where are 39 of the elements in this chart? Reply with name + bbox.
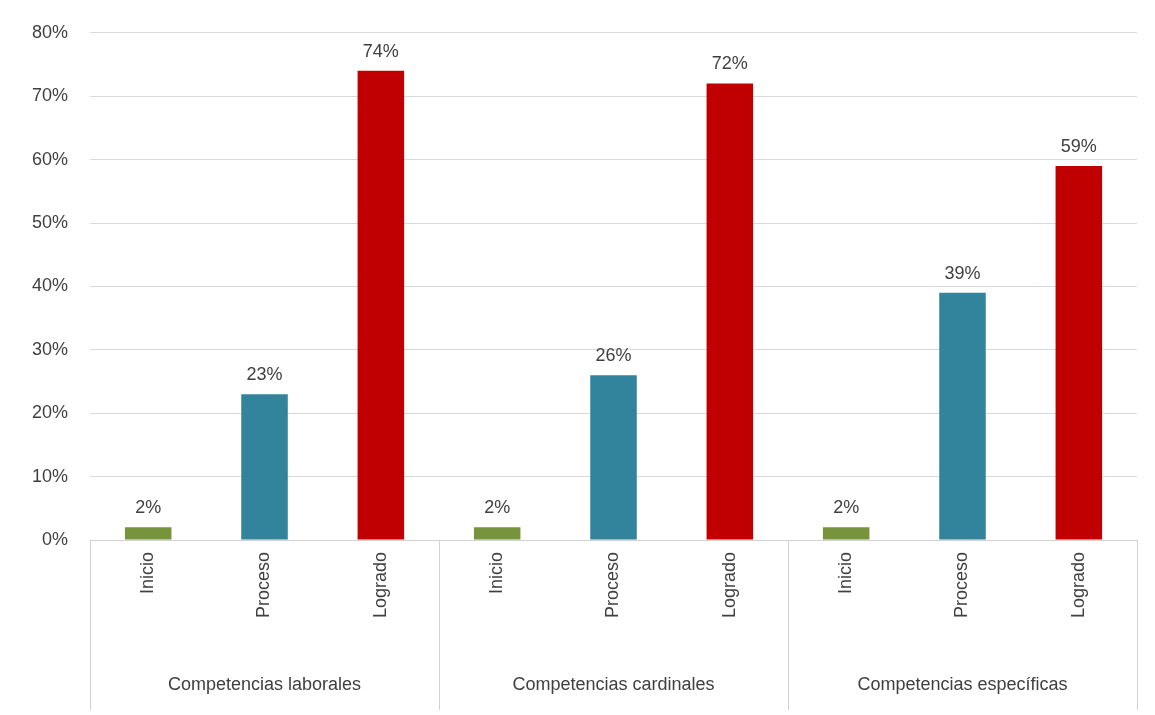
bar bbox=[706, 83, 754, 540]
y-tick-label: 40% bbox=[32, 275, 69, 296]
y-tick-label: 60% bbox=[32, 148, 69, 169]
text: Competencias laborales bbox=[167, 673, 362, 694]
text: Competencias cardinales bbox=[512, 673, 715, 694]
bar bbox=[939, 292, 986, 540]
x-tick-label: Proceso bbox=[951, 552, 972, 619]
text: Competencias específicas bbox=[857, 673, 1068, 694]
bar bbox=[1055, 165, 1103, 540]
bar bbox=[357, 70, 405, 540]
x-tick-label: Proceso bbox=[602, 552, 623, 619]
data-label: 23% bbox=[246, 364, 283, 385]
y-tick-label: 70% bbox=[32, 85, 69, 106]
x-tick-label: Logrado bbox=[1067, 552, 1088, 619]
x-tick-label: Inicio bbox=[137, 552, 158, 595]
bar bbox=[473, 527, 521, 540]
data-label: 72% bbox=[711, 53, 748, 74]
data-label: 2% bbox=[484, 497, 511, 518]
y-tick-label: 20% bbox=[32, 402, 69, 423]
x-tick-label: Logrado bbox=[718, 552, 739, 619]
y-tick-label: 80% bbox=[32, 21, 69, 42]
bar bbox=[241, 394, 288, 540]
x-tick-label: Proceso bbox=[253, 552, 274, 619]
y-tick-label: 30% bbox=[32, 338, 69, 359]
x-tick-label: Inicio bbox=[486, 552, 507, 595]
x-tick-label: Logrado bbox=[369, 552, 390, 619]
x-tick-label: Inicio bbox=[835, 552, 856, 595]
data-label: 26% bbox=[595, 345, 632, 366]
y-tick-label: 0% bbox=[42, 528, 69, 549]
bar bbox=[590, 375, 637, 540]
y-tick-label: 10% bbox=[32, 465, 69, 486]
data-label: 2% bbox=[833, 497, 860, 518]
bar bbox=[124, 527, 172, 540]
data-label: 2% bbox=[135, 497, 162, 518]
y-tick-label: 50% bbox=[32, 211, 69, 232]
data-label: 39% bbox=[944, 262, 981, 283]
data-label: 59% bbox=[1060, 135, 1097, 156]
bar bbox=[822, 527, 870, 540]
data-label: 74% bbox=[362, 40, 399, 61]
